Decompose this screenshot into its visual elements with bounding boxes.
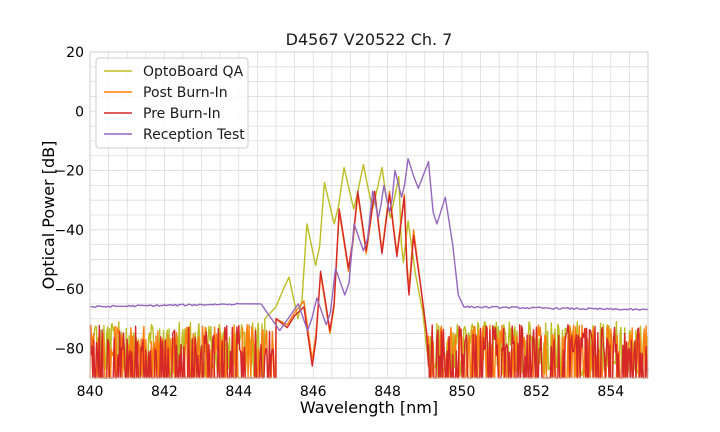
chart-title: D4567 V20522 Ch. 7 bbox=[286, 30, 453, 49]
legend: OptoBoard QA Post Burn-In Pre Burn-In Re… bbox=[95, 57, 249, 149]
y-tick-label: −40 bbox=[54, 223, 84, 239]
series-layer bbox=[89, 158, 649, 379]
y-tick-label: −80 bbox=[54, 341, 84, 357]
x-tick-label: 848 bbox=[374, 384, 401, 400]
y-tick-label: 0 bbox=[75, 104, 84, 120]
y-tick-label: 20 bbox=[66, 45, 84, 61]
x-tick-label: 850 bbox=[449, 384, 476, 400]
x-tick-label: 854 bbox=[597, 384, 624, 400]
legend-label-post-burn-in: Post Burn-In bbox=[143, 85, 228, 101]
x-tick-label: 842 bbox=[151, 384, 178, 400]
legend-label-pre-burn-in: Pre Burn-In bbox=[143, 106, 221, 122]
x-tick-label: 852 bbox=[523, 384, 550, 400]
y-axis-label: Optical Power [dB] bbox=[39, 141, 58, 290]
x-tick-label: 840 bbox=[77, 384, 104, 400]
x-axis-label: Wavelength [nm] bbox=[300, 398, 438, 417]
series-line-reception-test bbox=[89, 158, 649, 332]
legend-box bbox=[95, 57, 249, 149]
x-tick-label: 846 bbox=[300, 384, 327, 400]
y-tick-label: −60 bbox=[54, 282, 84, 298]
y-tick-label: −20 bbox=[54, 164, 84, 180]
legend-label-reception-test: Reception Test bbox=[143, 127, 245, 143]
series-line-pre-burn-in bbox=[89, 190, 648, 379]
tick-labels: 840 842 844 846 848 850 852 854 20 0 −20 −40 −60 −80 bbox=[54, 45, 624, 400]
legend-label-optoboard-qa: OptoBoard QA bbox=[143, 64, 244, 80]
plot-frame bbox=[89, 51, 649, 379]
x-tick-label: 844 bbox=[225, 384, 252, 400]
